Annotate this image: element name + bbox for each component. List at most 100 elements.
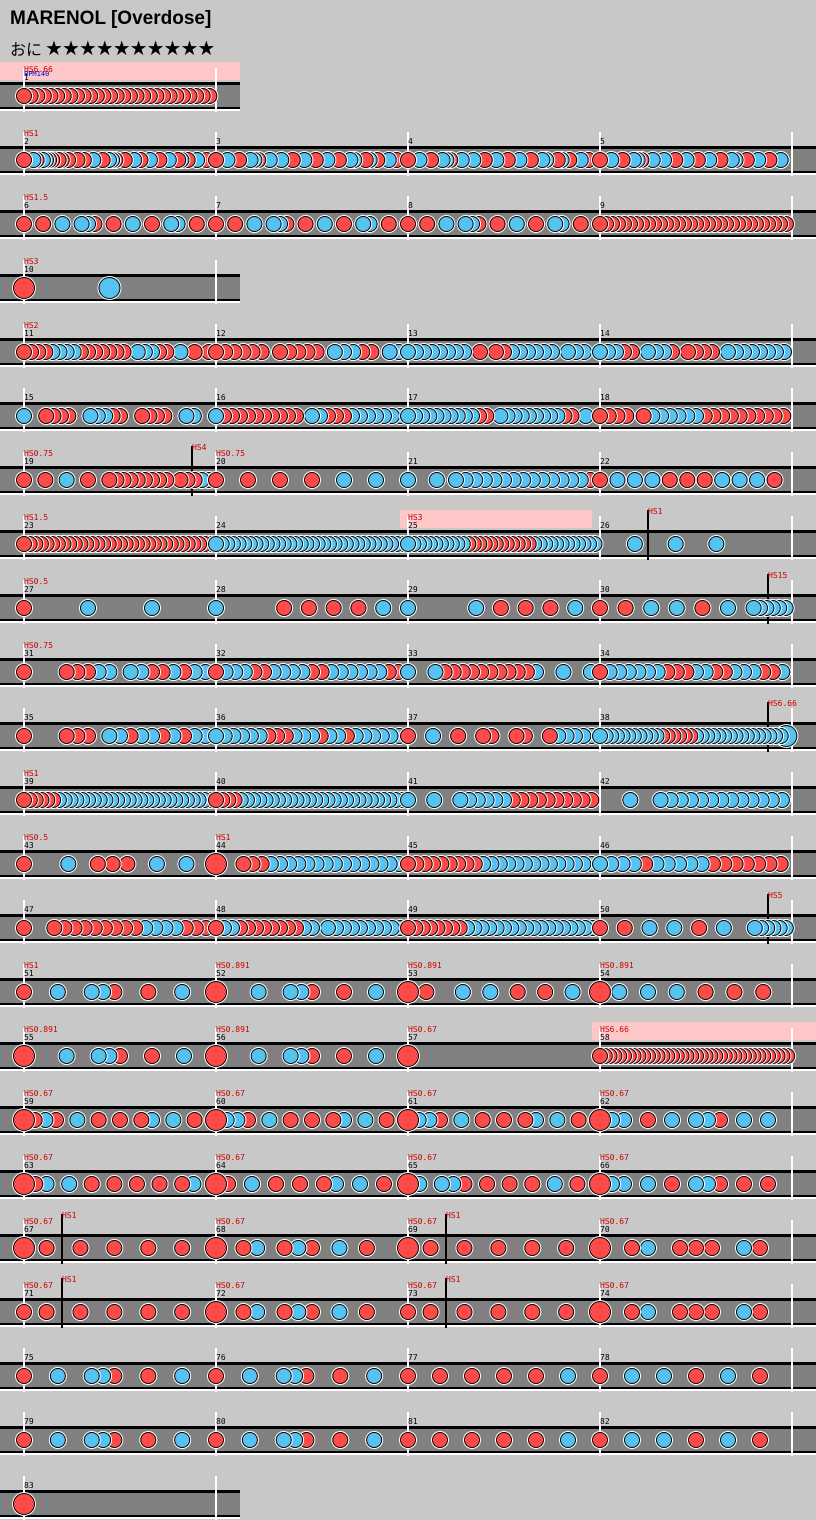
ka-note bbox=[667, 921, 682, 935]
measure-number: 16 bbox=[216, 393, 226, 402]
don-note bbox=[433, 1369, 447, 1383]
don-note bbox=[209, 345, 223, 359]
ka-note bbox=[84, 1369, 99, 1383]
scroll-speed-change: HS1 bbox=[446, 1211, 461, 1220]
don-note bbox=[518, 1113, 533, 1127]
big-don-note bbox=[590, 1302, 610, 1322]
don-note bbox=[113, 1113, 127, 1127]
don-note bbox=[17, 1305, 31, 1319]
measure-number: 29 bbox=[408, 585, 418, 594]
ka-note bbox=[321, 921, 335, 935]
don-note bbox=[317, 1177, 331, 1191]
measure-number: 80 bbox=[216, 1417, 226, 1426]
barline bbox=[791, 644, 793, 688]
ka-note bbox=[59, 1049, 74, 1063]
don-note bbox=[17, 345, 31, 359]
ka-note bbox=[455, 985, 470, 999]
measure-number: 77 bbox=[408, 1353, 418, 1362]
ka-note bbox=[251, 985, 266, 999]
don-note bbox=[695, 601, 710, 615]
don-note bbox=[570, 1177, 585, 1191]
measure-number: 73 bbox=[408, 1289, 418, 1298]
ka-note bbox=[641, 985, 655, 999]
scroll-speed: HS0.891 bbox=[408, 961, 442, 970]
measure-number: 27 bbox=[24, 585, 34, 594]
ka-note bbox=[458, 217, 473, 231]
barline bbox=[791, 1092, 793, 1136]
big-don-note bbox=[398, 1174, 418, 1194]
ka-note bbox=[721, 1369, 735, 1383]
ka-note bbox=[247, 217, 262, 231]
ka-note bbox=[612, 985, 627, 999]
barline bbox=[791, 836, 793, 880]
ka-note bbox=[641, 345, 655, 359]
don-note bbox=[209, 473, 223, 487]
don-note bbox=[175, 1241, 190, 1255]
barline bbox=[215, 260, 217, 304]
measure-number: 20 bbox=[216, 457, 226, 466]
ka-note bbox=[123, 665, 138, 679]
don-note bbox=[209, 1369, 223, 1383]
ka-note bbox=[70, 1113, 85, 1127]
measure-number: 40 bbox=[216, 777, 226, 786]
measure-number: 61 bbox=[408, 1097, 418, 1106]
ka-note bbox=[173, 345, 188, 359]
don-note bbox=[559, 1305, 574, 1319]
lane-border-top bbox=[0, 1490, 240, 1493]
don-note bbox=[529, 217, 543, 231]
ka-note bbox=[593, 345, 607, 359]
big-don-note bbox=[398, 1046, 418, 1066]
don-note bbox=[39, 1305, 54, 1319]
scroll-speed: HS1 bbox=[216, 833, 231, 842]
don-note bbox=[761, 1177, 775, 1191]
don-note bbox=[705, 1241, 719, 1255]
measure-number: 70 bbox=[600, 1225, 610, 1234]
speed-change-line bbox=[445, 1278, 447, 1328]
ka-note bbox=[91, 1049, 106, 1063]
barline bbox=[791, 1220, 793, 1264]
don-note bbox=[420, 217, 435, 231]
scroll-speed: HS0.891 bbox=[24, 1025, 58, 1034]
don-note bbox=[767, 473, 782, 487]
scroll-speed: HS0.891 bbox=[600, 961, 634, 970]
measure-number: 17 bbox=[408, 393, 418, 402]
lane bbox=[0, 1493, 240, 1515]
don-note bbox=[277, 1305, 292, 1319]
measure-number: 10 bbox=[24, 265, 34, 274]
measure-number: 60 bbox=[216, 1097, 226, 1106]
ka-note bbox=[401, 409, 415, 423]
ka-note bbox=[332, 1241, 347, 1255]
don-note bbox=[475, 1113, 490, 1127]
big-don-note bbox=[398, 1110, 418, 1130]
scroll-speed: HS0.67 bbox=[408, 1025, 437, 1034]
don-note bbox=[38, 473, 53, 487]
don-note bbox=[120, 857, 135, 871]
measure-number: 42 bbox=[600, 777, 610, 786]
scroll-speed: HS0.5 bbox=[24, 577, 48, 586]
ka-note bbox=[209, 409, 223, 423]
scroll-speed-change: HS1 bbox=[446, 1275, 461, 1284]
measure-number: 39 bbox=[24, 777, 34, 786]
don-note bbox=[91, 1113, 106, 1127]
don-note bbox=[617, 921, 632, 935]
ka-note bbox=[125, 217, 140, 231]
ka-note bbox=[578, 409, 593, 423]
don-note bbox=[379, 1113, 394, 1127]
measure-number: 41 bbox=[408, 777, 418, 786]
don-note bbox=[692, 921, 707, 935]
don-note bbox=[401, 153, 415, 167]
don-note bbox=[689, 1241, 703, 1255]
don-note bbox=[573, 217, 588, 231]
don-note bbox=[152, 1177, 167, 1191]
ka-note bbox=[737, 1113, 751, 1127]
ka-note bbox=[179, 857, 194, 871]
don-note bbox=[497, 1369, 511, 1383]
don-note bbox=[129, 1177, 144, 1191]
measure-number: 22 bbox=[600, 457, 610, 466]
scroll-speed-change: HS6.66 bbox=[768, 699, 797, 708]
measure-number: 30 bbox=[600, 585, 610, 594]
don-note bbox=[727, 985, 742, 999]
ka-note bbox=[669, 601, 684, 615]
ka-note bbox=[250, 1241, 265, 1255]
scroll-speed: HS0.891 bbox=[216, 1025, 250, 1034]
